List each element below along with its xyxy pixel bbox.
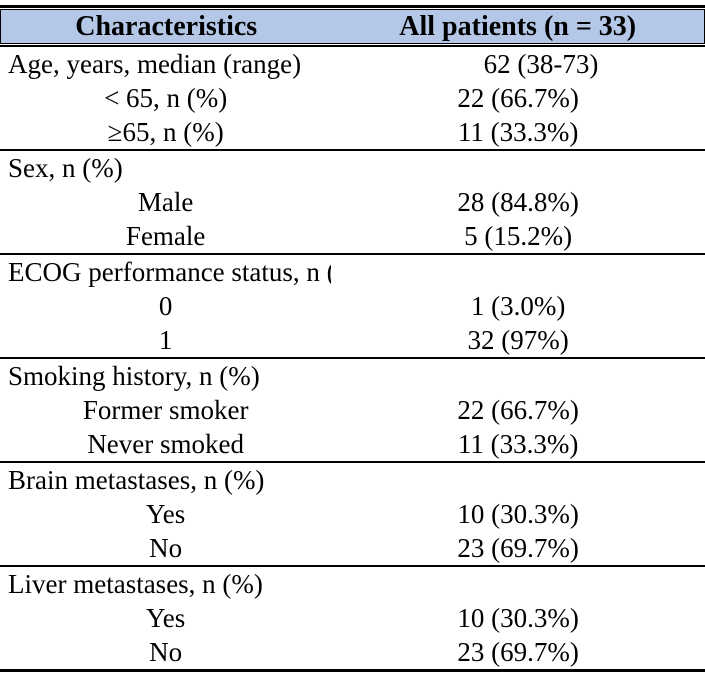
row-label: Never smoked (87, 429, 245, 459)
row-label: < 65, n (%) (104, 83, 228, 113)
table-section: Smoking history, n (%) Former smoker 22 (6… (0, 359, 705, 461)
table-section: Liver metastases, n (%) Yes 10 (30.3%) No 23… (0, 567, 705, 669)
table-row: 0 1 (3.0%) (0, 289, 705, 323)
row-label: Age, years, median (range) (8, 49, 302, 79)
row-value: 22 (66.7%) (457, 83, 579, 113)
row-value: 23 (69.7%) (457, 533, 579, 563)
row-label: Smoking history, n (%) (8, 361, 260, 391)
table-row: Never smoked 11 (33.3%) (0, 427, 705, 461)
row-label: 1 (158, 325, 173, 355)
row-value: 11 (33.3%) (457, 429, 579, 459)
row-label: ECOG performance status, n (%) (8, 257, 332, 287)
row-value (331, 567, 705, 601)
table-row: Male 28 (84.8%) (0, 185, 705, 219)
row-value: 32 (97%) (467, 325, 569, 355)
row-label: No (149, 533, 183, 563)
table-row: Smoking history, n (%) (0, 359, 705, 393)
table-top-border (0, 5, 705, 8)
row-value (331, 151, 705, 185)
row-label: 0 (158, 291, 173, 321)
section-divider (0, 149, 705, 151)
row-value: 11 (33.3%) (457, 117, 579, 147)
section-divider (0, 565, 705, 567)
row-label: No (149, 637, 183, 667)
table-row: Liver metastases, n (%) (0, 567, 705, 601)
row-label: Brain metastases, n (%) (8, 465, 265, 495)
table-row: Yes 10 (30.3%) (0, 601, 705, 635)
header-cell-characteristics: Characteristics (75, 11, 258, 42)
header-cell-all-patients: All patients (n = 33) (399, 11, 637, 42)
row-value: 10 (30.3%) (457, 499, 579, 529)
row-label: Yes (146, 603, 186, 633)
table-section: ECOG performance status, n (%) 0 1 (3.0%) 1… (0, 255, 705, 357)
table-section: Brain metastases, n (%) Yes 10 (30.3%) No 23… (0, 463, 705, 565)
row-label: Former smoker (82, 395, 249, 425)
table-row: < 65, n (%) 22 (66.7%) (0, 81, 705, 115)
row-value: 1 (3.0%) (470, 291, 566, 321)
row-value: 22 (66.7%) (457, 395, 579, 425)
table-row: No 23 (69.7%) (0, 531, 705, 565)
row-label: Yes (146, 499, 186, 529)
section-divider (0, 461, 705, 463)
row-label: ≥65, n (%) (107, 117, 224, 147)
table-row: Yes 10 (30.3%) (0, 497, 705, 531)
row-value (331, 463, 705, 497)
table-row: Female 5 (15.2%) (0, 219, 705, 253)
row-value: 23 (69.7%) (457, 637, 579, 667)
table-row: ≥65, n (%) 11 (33.3%) (0, 115, 705, 149)
row-value: 10 (30.3%) (457, 603, 579, 633)
table-row: ECOG performance status, n (%) (0, 255, 705, 289)
row-value: 28 (84.8%) (457, 187, 579, 217)
table-row: Brain metastases, n (%) (0, 463, 705, 497)
row-value: 62 (38-73) (483, 49, 599, 79)
row-label: Female (125, 221, 206, 251)
table-header-row: Characteristics All patients (n = 33) (0, 9, 705, 44)
row-value (331, 255, 705, 289)
row-label: Liver metastases, n (%) (8, 569, 263, 599)
table-row: 1 32 (97%) (0, 323, 705, 357)
row-value (331, 359, 705, 393)
header-bottom-rule (0, 45, 705, 47)
row-label: Sex, n (%) (8, 153, 123, 183)
table-body: Age, years, median (range) 62 (38-73) < 65… (0, 47, 705, 669)
table-section: Sex, n (%) Male 28 (84.8%) Female 5 (15.2%) (0, 151, 705, 253)
patient-characteristics-table: Characteristics All patients (n = 33) Ag… (0, 5, 705, 672)
table-row: Former smoker 22 (66.7%) (0, 393, 705, 427)
row-label: Male (137, 187, 194, 217)
table-row: Age, years, median (range) 62 (38-73) (0, 47, 705, 81)
table-section: Age, years, median (range) 62 (38-73) < 65… (0, 47, 705, 149)
table-row: No 23 (69.7%) (0, 635, 705, 669)
section-divider (0, 357, 705, 359)
table-row: Sex, n (%) (0, 151, 705, 185)
table-bottom-border (0, 669, 705, 672)
section-divider (0, 253, 705, 255)
row-value: 5 (15.2%) (464, 221, 573, 251)
